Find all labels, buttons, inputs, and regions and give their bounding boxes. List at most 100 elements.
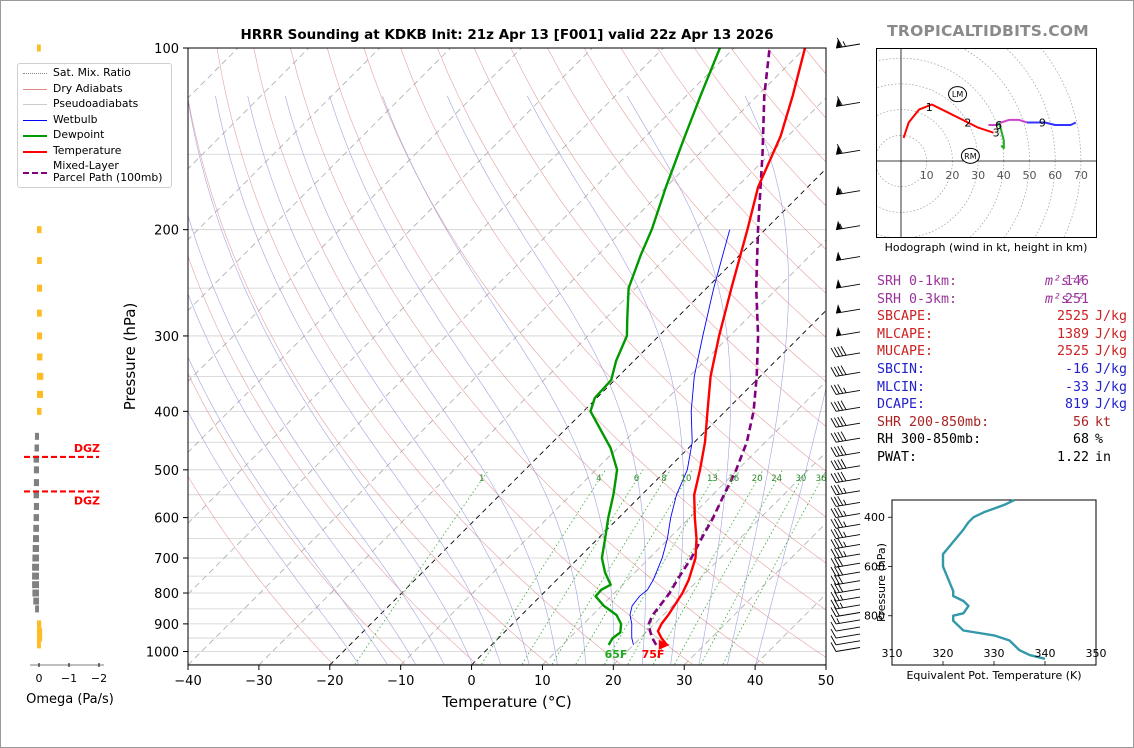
stat-label: SHR 200-850mb: (877, 414, 990, 430)
stat-row: MUCAPE: 2525 J/kg (877, 343, 1127, 361)
omega-bar (33, 524, 39, 532)
isotherm (471, 309, 826, 665)
omega-bar (32, 581, 39, 589)
wind-barb (830, 517, 861, 529)
dgz-label: DGZ (74, 442, 100, 455)
omega-bar (32, 554, 39, 562)
skewt-plot-border (187, 47, 827, 666)
stat-label: DCAPE: (877, 397, 926, 413)
wind-barb (835, 220, 861, 231)
hodograph-ring (961, 48, 1030, 237)
moist-adiabat (188, 98, 473, 665)
wind-barb (830, 484, 861, 496)
wind-barb (830, 496, 861, 507)
legend-swatch (23, 172, 47, 174)
theta-e-x-tick-label: 340 (1035, 647, 1056, 660)
series-mixed-layer-parcel-path-100mb- (647, 48, 771, 646)
y-tick-label: 900 (154, 618, 179, 633)
y-tick-label: 200 (154, 224, 179, 239)
stat-value: 56 (1072, 414, 1089, 430)
stat-unit: kt (1095, 414, 1112, 430)
dry-adiabat (188, 475, 334, 665)
moist-adiabat (188, 356, 388, 665)
mixing-ratio-label: 24 (771, 474, 782, 484)
stat-row: SHR 200-850mb: 56 kt (877, 414, 1111, 432)
legend-label: Pseudoadiabats (53, 97, 139, 110)
omega-bar (33, 466, 39, 474)
omega-bar (37, 372, 44, 380)
dry-adiabat (290, 48, 765, 665)
wind-barb (830, 614, 861, 625)
wind-barb (830, 365, 861, 377)
mixing-ratio-line (551, 469, 671, 665)
stat-unit: J/kg (1095, 397, 1128, 413)
omega-axis: 0 −1 −2 Omega (Pa/s) (26, 663, 114, 707)
mixing-ratio-label: 1 (479, 474, 484, 484)
wind-barb (835, 251, 861, 261)
mixing-ratio-label: 6 (634, 474, 639, 484)
theta-e-y-tick-label: 600 (864, 560, 885, 573)
stat-unit: in (1095, 449, 1112, 465)
wind-barbs (830, 37, 861, 652)
y-tick-label: 600 (154, 512, 179, 527)
moist-adiabat (188, 410, 360, 665)
wind-barb (835, 96, 861, 107)
hodograph-trace (902, 103, 1077, 150)
stat-label: PWAT: (877, 449, 918, 465)
mixing-ratio-line (521, 469, 644, 665)
omega-bar (33, 455, 39, 463)
omega-bar (37, 390, 43, 398)
moist-adiabat (284, 95, 558, 665)
wind-barb (835, 304, 861, 314)
storm-motion-label: RM (964, 152, 977, 161)
wind-barb (830, 565, 861, 577)
omega-bar (33, 514, 39, 522)
dry-adiabat (437, 48, 826, 518)
stat-unit: J/kg (1095, 309, 1128, 325)
wind-barb (830, 599, 861, 610)
theta-e-x-tick-label: 350 (1086, 647, 1107, 660)
hodograph-ring-label: 50 (1023, 169, 1037, 182)
mixing-ratio-line (722, 470, 826, 665)
dry-adiabat (363, 48, 826, 611)
omega-bar (33, 479, 39, 487)
dry-adiabat (510, 48, 826, 427)
theta-e-y-tick-label: 800 (864, 610, 885, 623)
omega-bar (37, 284, 43, 292)
wind-barb (835, 144, 861, 155)
wind-barb (830, 507, 861, 519)
wind-barb (830, 528, 861, 540)
moist-adiabat (727, 95, 789, 665)
moist-adiabat (446, 95, 646, 665)
legend-swatch (23, 150, 47, 153)
stat-row: SRH 0-3km: 251 m²s⁻² (877, 291, 1089, 309)
wind-barb (830, 606, 861, 617)
dry-adiabat (400, 48, 826, 564)
omega-tick-label: −1 (61, 672, 77, 685)
stat-value: 2525 (1056, 309, 1089, 325)
wind-barb (830, 416, 861, 428)
theta-e-line (941, 498, 1046, 660)
hodograph-ring (876, 57, 1005, 237)
hodograph-grid: 10 20 30 40 50 60 70 (876, 48, 1096, 237)
y-tick-label: 400 (154, 405, 179, 420)
wind-barb (830, 628, 861, 639)
legend-label: Dewpoint (53, 128, 105, 141)
hodograph-ring-label: 20 (945, 169, 959, 182)
stat-label: MLCAPE: (877, 326, 934, 342)
legend-swatch (23, 104, 47, 105)
wind-barb (830, 574, 861, 586)
hodograph-segment (902, 103, 994, 139)
omega-bar (34, 432, 39, 440)
theta-e-x-axis-label: Equivalent Pot. Temperature (K) (906, 669, 1081, 682)
theta-e-x-tick-label: 310 (882, 647, 903, 660)
stat-unit: J/kg (1095, 326, 1128, 342)
surface-dewpoint-label: 65F (605, 648, 628, 661)
dry-adiabat (216, 48, 621, 665)
mixing-ratio-line (652, 469, 764, 665)
stat-unit: m²s⁻² (1045, 274, 1086, 289)
hodograph-border (876, 48, 1097, 238)
y-tick-label: 700 (154, 552, 179, 567)
moist-adiabat (247, 95, 530, 665)
storm-motion-marker (948, 86, 968, 103)
